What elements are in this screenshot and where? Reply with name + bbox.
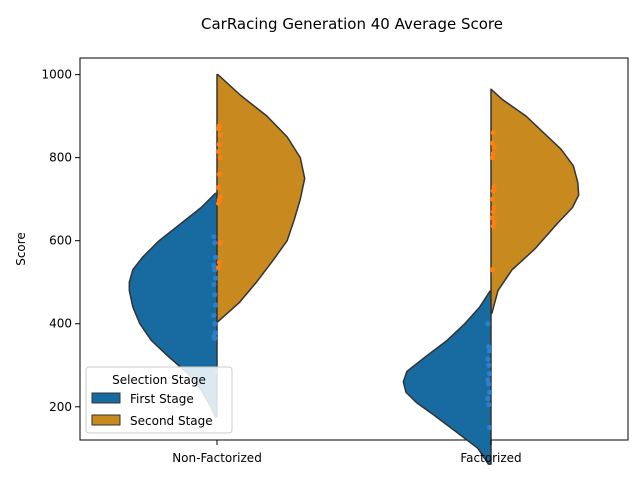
plot-area-frame (79, 57, 629, 441)
y-tick-label: 600 (49, 234, 72, 248)
x-tick-label: Factorized (460, 451, 521, 465)
data-point (485, 395, 491, 402)
data-point (491, 219, 497, 225)
data-point (217, 132, 223, 138)
data-point (485, 377, 491, 383)
data-point (486, 348, 493, 354)
y-tick-label: 200 (49, 400, 72, 414)
y-tick-label: 1000 (41, 68, 72, 82)
legend-label-second-stage: Second Stage (130, 414, 213, 428)
data-point (215, 148, 222, 155)
data-point (489, 155, 496, 161)
data-point (212, 292, 218, 298)
y-axis-label: Score (14, 232, 28, 266)
data-point (212, 254, 219, 260)
data-point (212, 321, 218, 327)
data-point (212, 267, 218, 273)
data-point (212, 330, 219, 336)
data-point (490, 209, 496, 215)
violin-first-stage-factorized (402, 290, 492, 465)
legend-swatch-second-stage (91, 414, 121, 426)
data-point (216, 171, 222, 177)
chart-title: CarRacing Generation 40 Average Score (201, 15, 503, 33)
data-point (491, 184, 497, 190)
data-point (489, 196, 496, 202)
data-point (486, 362, 492, 368)
y-tick-label: 400 (49, 317, 72, 331)
data-point (212, 275, 219, 281)
data-point (485, 321, 491, 327)
data-point (486, 381, 492, 387)
data-point (217, 155, 223, 161)
x-tick-label: Non-Factorized (172, 451, 262, 465)
data-point (489, 267, 496, 273)
data-point (490, 223, 496, 229)
data-point (217, 194, 223, 200)
data-point (212, 240, 218, 246)
data-point (490, 130, 496, 136)
data-point (490, 188, 496, 194)
data-point (489, 140, 496, 146)
data-point (216, 141, 222, 147)
legend-box (85, 366, 233, 434)
data-point (486, 402, 492, 408)
data-point (485, 356, 491, 362)
legend-swatch-first-stage (91, 392, 121, 404)
data-point (491, 204, 497, 211)
data-point (211, 233, 217, 240)
data-point (217, 240, 223, 246)
data-point (491, 144, 497, 150)
data-point (215, 265, 222, 271)
violin-second-stage-non-factorized (216, 73, 306, 323)
violins-group (128, 73, 580, 465)
data-point (490, 150, 496, 157)
data-point (212, 302, 219, 308)
y-tick-label: 800 (49, 151, 72, 165)
data-point (489, 215, 496, 221)
data-point (486, 424, 493, 431)
x-axis: Non-Factorized Factorized (172, 440, 522, 465)
legend: Selection Stage First Stage Second Stage (85, 366, 233, 434)
data-point (486, 370, 493, 377)
data-point (215, 184, 222, 191)
data-point (486, 343, 492, 350)
legend-title: Selection Stage (112, 373, 206, 387)
violin-second-stage-factorized (490, 88, 580, 315)
data-point (211, 263, 217, 269)
data-point (216, 123, 222, 129)
data-point (486, 389, 493, 395)
data-point (216, 259, 222, 265)
data-point (211, 312, 217, 319)
data-point (211, 281, 217, 287)
legend-label-first-stage: First Stage (130, 392, 194, 406)
y-axis: 200 400 600 800 1000 (41, 68, 80, 414)
